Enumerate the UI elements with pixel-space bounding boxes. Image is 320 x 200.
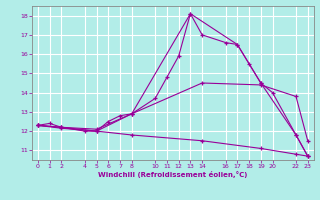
X-axis label: Windchill (Refroidissement éolien,°C): Windchill (Refroidissement éolien,°C) <box>98 171 247 178</box>
